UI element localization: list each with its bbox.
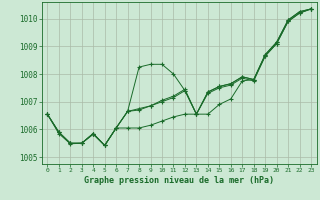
X-axis label: Graphe pression niveau de la mer (hPa): Graphe pression niveau de la mer (hPa) <box>84 176 274 185</box>
